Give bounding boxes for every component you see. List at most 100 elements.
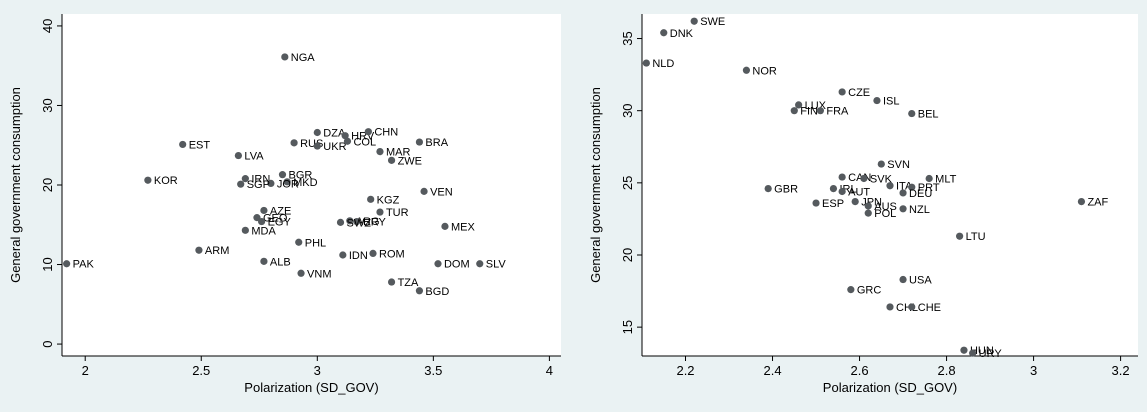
point-label-bel: BEL bbox=[918, 109, 939, 121]
y-tick-label: 10 bbox=[40, 257, 55, 271]
x-axis-title: Polarization (SD_GOV) bbox=[823, 380, 957, 395]
point-label-mex: MEX bbox=[451, 221, 476, 233]
data-point-ltu bbox=[956, 232, 964, 240]
point-label-sgp: SGP bbox=[247, 179, 270, 191]
data-point-nld bbox=[642, 59, 650, 67]
point-label-pol: POL bbox=[874, 208, 896, 220]
point-label-nor: NOR bbox=[752, 65, 777, 77]
point-label-swz: SWZ bbox=[347, 217, 372, 229]
data-point-svn bbox=[877, 160, 885, 168]
data-point-jpn bbox=[851, 197, 859, 206]
data-point-nor bbox=[742, 66, 751, 74]
data-point-alb bbox=[260, 257, 268, 265]
data-point-ury bbox=[353, 217, 361, 226]
y-axis-title: General government consumption bbox=[588, 87, 603, 283]
point-label-arm: ARM bbox=[205, 245, 229, 257]
data-point-aze bbox=[260, 206, 268, 215]
point-label-idn: IDN bbox=[349, 250, 368, 262]
point-label-kgz: KGZ bbox=[377, 194, 400, 206]
point-label-ury: URY bbox=[979, 348, 1003, 360]
y-tick-label: 15 bbox=[620, 320, 635, 334]
point-label-phl: PHL bbox=[305, 237, 326, 249]
chart-panel-left: 2 2.5 3 3.5 4 0 10 20 30 40 Polarization (SD_GOV) G… bbox=[0, 0, 570, 412]
point-label-gbr: GBR bbox=[774, 184, 798, 196]
data-point-fra bbox=[816, 107, 824, 115]
point-label-mkd: MKD bbox=[293, 177, 318, 189]
y-tick-label: 25 bbox=[620, 176, 635, 190]
data-point-chl bbox=[886, 303, 894, 311]
x-tick-label: 2.8 bbox=[938, 363, 956, 378]
y-tick-label: 0 bbox=[40, 340, 55, 347]
data-point-nzl bbox=[899, 205, 907, 213]
data-point-swz bbox=[336, 218, 345, 226]
data-point-col bbox=[343, 137, 352, 145]
x-tick-label: 4 bbox=[546, 363, 553, 378]
point-label-geo: GEO bbox=[263, 213, 288, 225]
data-point-mda bbox=[241, 226, 249, 234]
point-label-irn: IRN bbox=[251, 174, 270, 186]
x-axis-title: Polarization (SD_GOV) bbox=[244, 380, 378, 395]
y-tick-label: 30 bbox=[40, 98, 55, 112]
point-label-can: CAN bbox=[848, 172, 871, 184]
data-point-pol bbox=[864, 209, 872, 217]
point-label-prt: PRT bbox=[918, 182, 940, 194]
data-point-grc bbox=[847, 286, 855, 294]
data-point-esp bbox=[812, 199, 820, 207]
point-label-deu: DEU bbox=[909, 188, 932, 200]
data-point-isl bbox=[873, 96, 881, 105]
data-point-zaf bbox=[1077, 197, 1086, 206]
data-point-prt bbox=[908, 183, 916, 191]
data-point-can bbox=[838, 173, 846, 181]
data-point-est bbox=[179, 140, 187, 149]
point-label-aze: AZE bbox=[270, 205, 291, 217]
point-label-fin: FIN bbox=[800, 106, 818, 118]
point-label-usa: USA bbox=[909, 275, 932, 287]
point-label-cze: CZE bbox=[848, 87, 870, 99]
point-label-aus: AUS bbox=[874, 201, 897, 213]
data-point-kgz bbox=[367, 195, 375, 203]
point-label-zwe: ZWE bbox=[398, 155, 422, 167]
point-label-mlt: MLT bbox=[935, 174, 956, 186]
y-tick-label: 35 bbox=[620, 31, 635, 45]
plot-area bbox=[62, 14, 561, 356]
point-label-nga: NGA bbox=[291, 52, 316, 64]
data-point-chn bbox=[364, 128, 372, 136]
data-point-bra bbox=[415, 138, 424, 146]
data-point-mlt bbox=[925, 174, 933, 183]
data-point-ukr bbox=[313, 142, 321, 150]
point-label-zaf: ZAF bbox=[1087, 197, 1108, 209]
data-point-arm bbox=[195, 246, 203, 254]
data-point-mkd bbox=[283, 178, 291, 186]
point-label-chn: CHN bbox=[374, 127, 398, 139]
data-point-dom bbox=[434, 260, 442, 268]
y-tick-label: 20 bbox=[620, 248, 635, 262]
point-label-rom: ROM bbox=[379, 248, 405, 260]
x-tick-label: 3.5 bbox=[424, 363, 442, 378]
point-label-nzl: NZL bbox=[909, 204, 930, 216]
point-label-est: EST bbox=[189, 139, 211, 151]
point-label-dnk: DNK bbox=[670, 28, 694, 40]
point-label-jor: JOR bbox=[277, 178, 299, 190]
y-tick-label: 30 bbox=[620, 103, 635, 117]
point-label-fra: FRA bbox=[826, 106, 849, 118]
point-label-bra: BRA bbox=[425, 137, 448, 149]
point-label-dom: DOM bbox=[444, 259, 470, 271]
point-label-mar: MAR bbox=[386, 147, 411, 159]
data-point-sgp bbox=[237, 180, 245, 188]
point-label-swe: SWE bbox=[700, 16, 725, 28]
point-label-aut: AUT bbox=[848, 186, 870, 198]
point-label-col: COL bbox=[353, 136, 376, 148]
point-label-ury: URY bbox=[363, 217, 387, 229]
point-label-pak: PAK bbox=[73, 259, 95, 271]
point-label-alb: ALB bbox=[270, 256, 291, 268]
point-label-ltu: LTU bbox=[966, 231, 986, 243]
point-label-isl: ISL bbox=[883, 96, 900, 108]
data-point-kor bbox=[144, 176, 152, 184]
point-label-tza: TZA bbox=[398, 277, 419, 289]
point-label-svk: SVK bbox=[870, 174, 893, 186]
point-label-esp: ESP bbox=[822, 198, 844, 210]
point-label-mda: MDA bbox=[251, 225, 276, 237]
data-point-idn bbox=[339, 251, 347, 259]
x-tick-label: 2.2 bbox=[676, 363, 694, 378]
